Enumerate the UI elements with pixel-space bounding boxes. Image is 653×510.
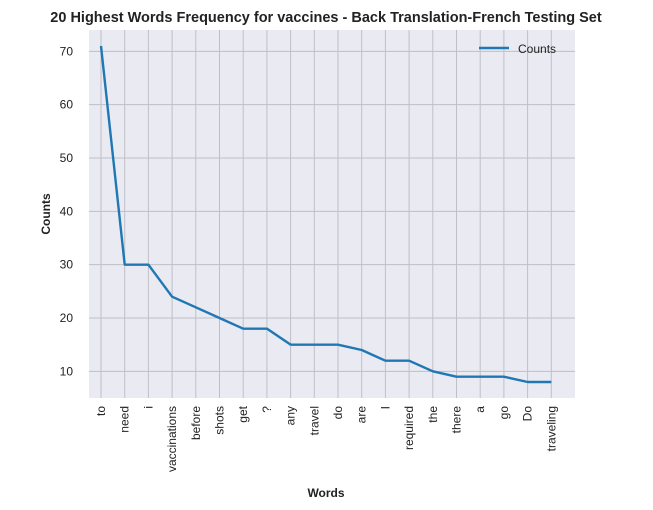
plot-area: [89, 30, 575, 398]
legend: Counts: [479, 42, 556, 56]
x-tick-label: before: [189, 406, 203, 440]
series-group: [99, 45, 552, 384]
x-tick-label: i: [141, 406, 155, 409]
y-tick-label: 10: [60, 364, 74, 378]
y-tick-label: 40: [60, 204, 74, 218]
x-tick-label: to: [94, 406, 108, 416]
x-tick-label: travel: [307, 406, 321, 435]
x-axis-label: Words: [307, 486, 344, 500]
y-axis-ticks: 10 20 30 40 50 60 70: [60, 44, 74, 378]
y-tick-label: 60: [60, 98, 74, 112]
x-tick-label: ?: [260, 406, 274, 413]
y-tick-label: 30: [60, 258, 74, 272]
x-tick-label: there: [450, 406, 464, 434]
y-tick-label: 20: [60, 311, 74, 325]
x-tick-label: I: [378, 406, 392, 409]
x-tick-label: go: [497, 406, 511, 420]
y-tick-label: 70: [60, 44, 74, 58]
x-axis-ticks: to need i vaccinations before shots get? any tra…: [94, 405, 558, 472]
x-tick-label: any: [284, 406, 298, 425]
x-tick-label: traveling: [544, 406, 558, 451]
y-axis-label: Counts: [39, 193, 53, 235]
legend-label: Counts: [518, 42, 556, 56]
x-tick-label: the: [426, 406, 440, 423]
x-tick-label: vaccinations: [165, 406, 179, 472]
grid-lines: [89, 30, 575, 398]
x-tick-label: required: [402, 406, 416, 450]
x-tick-label: are: [355, 406, 369, 424]
x-tick-label: need: [118, 406, 132, 433]
x-tick-label: get: [236, 405, 250, 422]
x-tick-label: Do: [521, 406, 535, 422]
x-tick-label: do: [331, 406, 345, 420]
x-tick-label: a: [473, 406, 487, 413]
y-tick-label: 50: [60, 151, 74, 165]
chart-title: 20 Highest Words Frequency for vaccines …: [50, 10, 602, 26]
x-tick-label: shots: [213, 406, 227, 435]
series-line: [99, 45, 552, 384]
